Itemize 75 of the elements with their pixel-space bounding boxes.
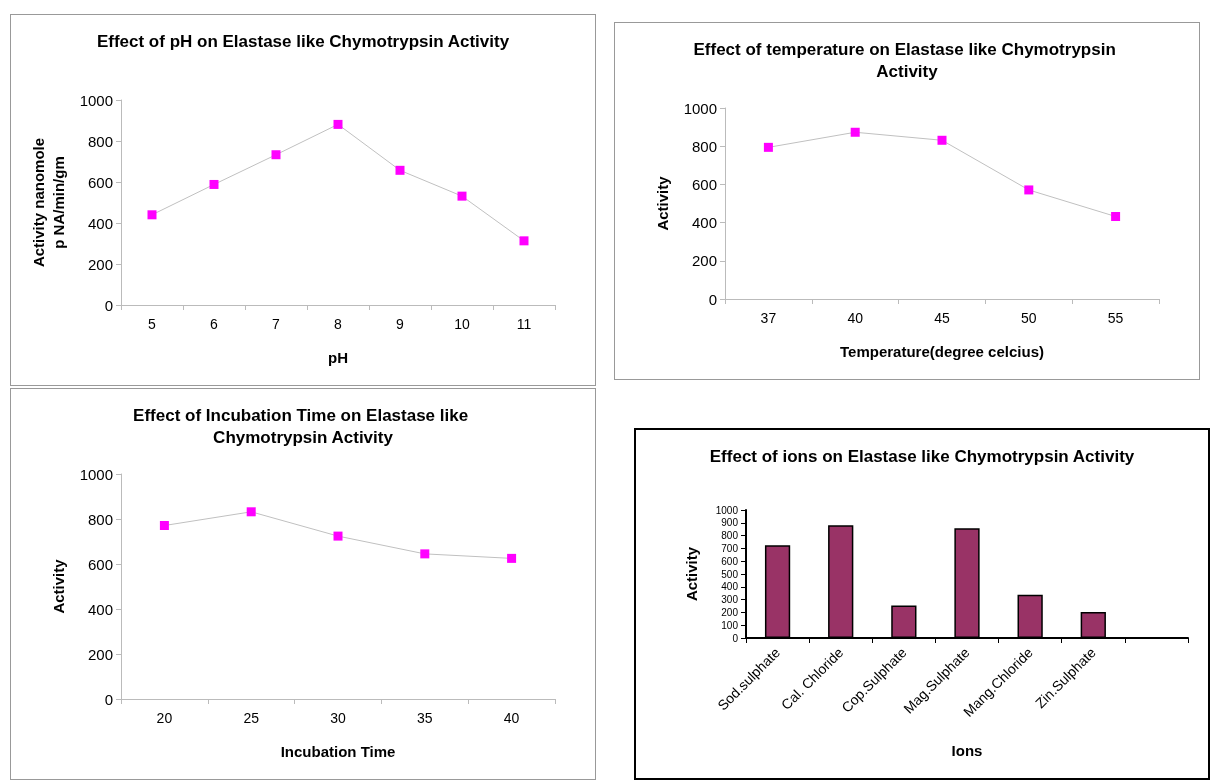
- y-tick-label: 700: [721, 542, 739, 554]
- point: [507, 553, 517, 563]
- point: [246, 507, 256, 517]
- chart-title: Effect of temperature on Elastase like Chymotrypsin Activity: [693, 39, 1121, 81]
- y-tick-label: 1000: [79, 465, 113, 483]
- y-tick-label: 900: [721, 517, 739, 529]
- y-axis-title: Activity: [50, 558, 68, 614]
- y-tick-label: 800: [721, 530, 739, 542]
- y-tick-label: 600: [691, 175, 717, 193]
- y-tick-label: 0: [732, 632, 739, 644]
- x-tick-label: 30: [330, 710, 346, 726]
- x-axis-title: Temperature(degree celcius): [840, 343, 1044, 360]
- point: [763, 142, 773, 152]
- x-axis-title: Incubation Time: [280, 743, 396, 760]
- point: [147, 210, 157, 220]
- point: [271, 150, 281, 160]
- x-tick-label: 7: [272, 316, 281, 332]
- y-tick-label: 100: [721, 619, 739, 631]
- x-tick-label: 5: [148, 316, 157, 332]
- point: [209, 179, 219, 189]
- x-tick-label: 11: [516, 316, 532, 332]
- y-axis-title: Activity: [654, 175, 672, 231]
- point: [395, 165, 405, 175]
- y-tick-label: 0: [104, 690, 113, 708]
- point: [333, 531, 343, 541]
- y-tick-label: 200: [87, 645, 113, 663]
- x-tick-label: 20: [156, 710, 173, 726]
- y-tick-label: 200: [691, 252, 717, 270]
- point: [519, 236, 529, 246]
- y-tick-label: 1000: [79, 91, 113, 109]
- point: [420, 549, 430, 559]
- x-tick-label: 9: [396, 316, 405, 332]
- y-tick-label: 400: [721, 581, 739, 593]
- point: [937, 135, 947, 145]
- point: [333, 119, 343, 129]
- point: [457, 191, 467, 201]
- y-tick-label: 0: [104, 296, 113, 314]
- chart-title: Effect of pH on Elastase like Chymotrypsin Activity: [96, 31, 510, 51]
- point: [1111, 211, 1121, 221]
- x-tick-label: 37: [760, 310, 777, 326]
- x-tick-label: 40: [503, 710, 520, 726]
- x-tick-label: 35: [417, 710, 433, 726]
- chart-title: Effect of ions on Elastase like Chymotrypsin Activity: [709, 446, 1135, 466]
- x-tick-label: 45: [934, 310, 950, 326]
- x-axis-title: Ions: [951, 742, 983, 759]
- y-tick-label: 400: [691, 214, 717, 232]
- point: [159, 521, 169, 531]
- x-tick-label: 6: [210, 316, 219, 332]
- y-tick-label: 1000: [715, 504, 739, 516]
- point: [1024, 185, 1034, 195]
- y-tick-label: 500: [721, 568, 739, 580]
- y-tick-label: 600: [87, 555, 113, 573]
- y-tick-label: 600: [87, 173, 113, 191]
- x-tick-label: 8: [334, 316, 343, 332]
- y-axis-title: Activity: [682, 546, 700, 602]
- y-tick-label: 1000: [683, 99, 717, 117]
- x-tick-label: 25: [243, 710, 260, 726]
- y-tick-label: 800: [691, 137, 717, 155]
- y-tick-label: 800: [87, 510, 113, 528]
- y-axis-title: Activity nanomole p NA/min/gm: [30, 137, 68, 268]
- x-axis-title: pH: [328, 349, 348, 366]
- y-tick-label: 400: [87, 214, 113, 232]
- x-tick-label: 40: [847, 310, 864, 326]
- chart-title: Effect of Incubation Time on Elastase like Chymotrypsin Activity: [133, 405, 473, 447]
- y-tick-label: 200: [87, 255, 113, 273]
- x-tick-label: 10: [454, 316, 470, 332]
- y-tick-label: 200: [721, 606, 739, 618]
- y-tick-label: 0: [708, 290, 717, 308]
- y-tick-label: 400: [87, 600, 113, 618]
- y-tick-label: 300: [721, 594, 739, 606]
- y-tick-label: 800: [87, 132, 113, 150]
- point: [850, 127, 860, 137]
- x-tick-label: 50: [1021, 310, 1037, 326]
- y-tick-label: 600: [721, 555, 739, 567]
- x-tick-label: 55: [1107, 310, 1124, 326]
